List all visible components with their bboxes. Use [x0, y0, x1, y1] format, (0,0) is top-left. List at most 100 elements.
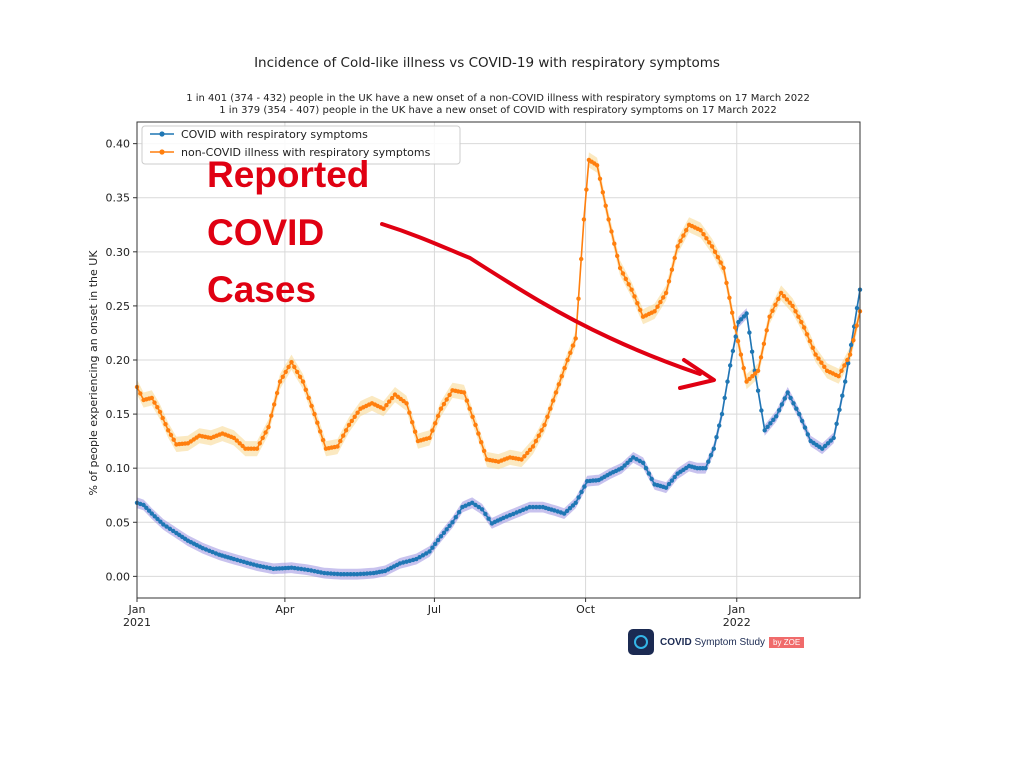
legend-label-non-covid: non-COVID illness with respiratory sympt…: [181, 146, 431, 159]
series-line-1: [136, 158, 861, 463]
y-tick-label: 0.00: [106, 570, 131, 583]
data-point: [776, 296, 781, 302]
data-point: [805, 432, 810, 437]
legend-box: [141, 125, 461, 165]
data-point: [669, 267, 675, 272]
data-point: [470, 500, 475, 505]
data-point: [635, 301, 640, 306]
data-point: [269, 413, 274, 418]
data-point: [573, 500, 578, 505]
data-point: [266, 424, 271, 430]
data-point: [305, 567, 311, 573]
y-tick-label: 0.35: [106, 192, 131, 205]
data-point: [263, 430, 268, 435]
data-point: [463, 503, 468, 508]
data-point: [761, 341, 767, 346]
data-point: [295, 566, 301, 571]
x-tick-label: Jan: [128, 603, 146, 616]
series-points: [134, 157, 863, 577]
data-point: [534, 504, 539, 510]
data-point: [361, 571, 366, 576]
data-point: [649, 476, 654, 482]
data-point: [770, 308, 775, 313]
annotation-line-3: Cases: [207, 269, 316, 310]
data-point: [675, 244, 680, 249]
data-point: [678, 238, 683, 244]
data-point: [799, 319, 804, 325]
annotation-line-1: Reported: [207, 154, 369, 195]
data-point: [851, 338, 856, 343]
data-point: [719, 411, 725, 417]
data-point: [801, 325, 807, 330]
data-point: [750, 374, 755, 379]
data-point: [483, 511, 488, 517]
data-point: [807, 338, 813, 344]
data-point: [537, 504, 542, 510]
data-point: [672, 255, 677, 261]
logo-by-zoe: by ZOE: [769, 636, 805, 648]
data-point: [520, 507, 526, 512]
data-point: [335, 571, 340, 577]
data-point: [453, 515, 458, 520]
data-point: [617, 265, 623, 271]
data-point: [545, 414, 550, 419]
data-point: [839, 368, 844, 373]
data-point: [698, 228, 703, 233]
data-point: [166, 428, 171, 433]
data-point: [141, 502, 146, 508]
data-point: [213, 551, 219, 556]
data-point: [797, 411, 802, 417]
data-point: [584, 187, 589, 192]
x-tick-year-label: 2021: [123, 616, 151, 629]
data-point: [579, 489, 584, 495]
y-axis-ticks: 0.00 0.05 0.10 0.15 0.20 0.25 0.30 0.35 0.40: [106, 138, 137, 583]
data-point: [332, 571, 337, 576]
y-tick-label: 0.15: [106, 408, 131, 421]
data-point: [444, 397, 449, 402]
data-point: [842, 363, 847, 368]
data-point: [612, 241, 617, 246]
data-point: [533, 438, 539, 444]
data-point: [286, 364, 291, 370]
data-point: [759, 408, 764, 413]
data-point: [254, 446, 260, 451]
data-point: [464, 398, 470, 403]
data-point: [260, 435, 265, 441]
data-point: [646, 471, 652, 476]
y-tick-label: 0.25: [106, 300, 131, 313]
data-point: [297, 374, 303, 379]
data-point: [155, 516, 160, 522]
data-point: [456, 510, 462, 515]
data-point: [414, 556, 419, 562]
data-point: [813, 352, 818, 357]
data-point: [200, 546, 205, 551]
data-point: [556, 382, 562, 387]
data-point: [735, 338, 741, 344]
data-point: [703, 466, 708, 471]
data-point: [819, 360, 824, 365]
data-point: [306, 395, 311, 401]
data-point: [407, 410, 412, 415]
data-point: [258, 564, 263, 569]
data-point: [845, 357, 850, 363]
data-point: [430, 545, 435, 550]
data-point: [629, 287, 634, 292]
data-point: [234, 438, 239, 443]
data-point: [804, 332, 810, 337]
data-point: [264, 565, 269, 570]
data-point: [553, 390, 559, 395]
grid: [136, 122, 860, 598]
data-point: [564, 508, 570, 514]
data-point: [231, 556, 237, 562]
data-point: [447, 523, 452, 528]
data-point: [758, 355, 764, 360]
data-point: [622, 463, 627, 468]
data-point: [539, 428, 544, 433]
data-point: [433, 421, 438, 426]
logo-icon: [628, 629, 654, 655]
legend-label-covid: COVID with respiratory symptoms: [181, 128, 368, 141]
data-point: [791, 401, 796, 406]
data-point: [573, 336, 578, 341]
data-point: [473, 422, 478, 428]
